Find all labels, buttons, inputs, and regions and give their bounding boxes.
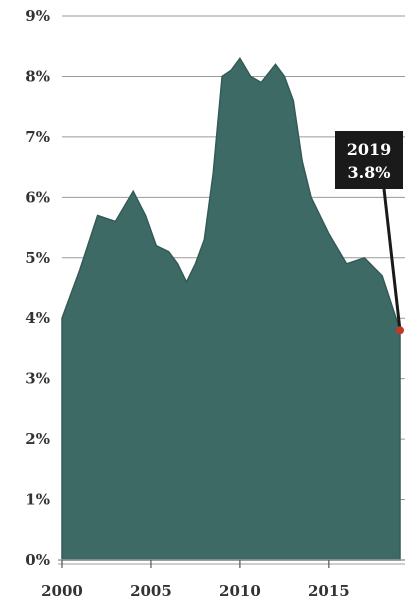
callout-value-label: 3.8% (347, 163, 390, 182)
area-series (61, 56, 401, 561)
y-tick-label: 4% (25, 309, 50, 327)
x-axis-tick-labels: 2000 2005 2010 2015 (41, 560, 350, 600)
y-tick-label: 0% (25, 551, 50, 569)
x-tick-label: 2015 (308, 582, 350, 600)
x-tick-label: 2010 (219, 582, 261, 600)
y-tick-label: 6% (25, 188, 50, 206)
callout-box (335, 131, 403, 189)
y-tick-label: 8% (25, 67, 50, 85)
y-tick-label: 3% (25, 370, 50, 388)
callout-leader-line (382, 188, 402, 331)
callout-year-label: 2019 (347, 140, 392, 159)
x-axis-baseline (58, 559, 405, 565)
x-tick-label: 2000 (41, 582, 83, 600)
y-tick-label: 2% (25, 430, 50, 448)
latest-value-marker (396, 326, 404, 335)
y-tick-label: 7% (25, 128, 50, 146)
x-tick-label: 2005 (130, 582, 172, 600)
y-tick-label: 5% (25, 249, 50, 267)
area-series-path (61, 56, 401, 561)
y-axis-tick-labels: 0% 1% 2% 3% 4% 5% 6% 7% 8% 9% (25, 7, 50, 569)
y-tick-label: 1% (25, 491, 50, 509)
y-tick-label: 9% (25, 7, 50, 25)
latest-value-callout: 2019 3.8% (335, 131, 404, 335)
